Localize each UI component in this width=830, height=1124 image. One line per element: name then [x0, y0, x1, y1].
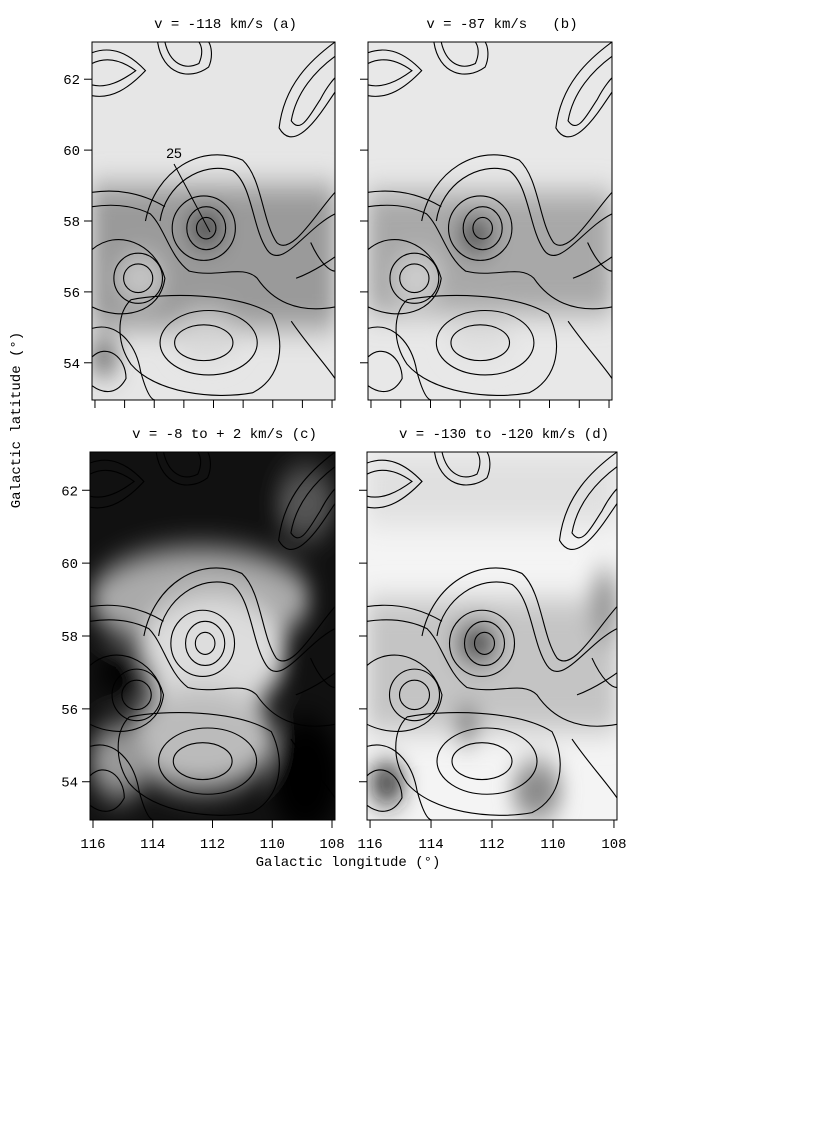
panel-image: [367, 41, 613, 401]
x-tick-label: 110: [540, 837, 565, 853]
y-axis-label: Galactic latitude (°): [9, 332, 25, 508]
y-tick-label: 56: [61, 703, 78, 719]
y-tick-label: 54: [63, 357, 80, 373]
x-tick-label: 114: [418, 837, 443, 853]
y-tick-label: 54: [61, 776, 78, 792]
panel-image: [91, 41, 336, 401]
panel-image: [366, 451, 618, 821]
x-tick-label: 108: [319, 837, 344, 853]
x-tick-label: 112: [479, 837, 504, 853]
y-tick-label: 56: [63, 286, 80, 302]
panel-image: [89, 451, 336, 821]
y-tick-label: 60: [63, 144, 80, 160]
y-tick-label: 58: [63, 215, 80, 231]
x-axis-label: Galactic longitude (°): [256, 855, 441, 871]
annotation: 25: [166, 145, 182, 161]
x-tick-label: 114: [140, 837, 165, 853]
x-tick-label: 116: [80, 837, 105, 853]
y-tick-label: 58: [61, 630, 78, 646]
panel-title: v = -130 to -120 km/s (d): [399, 427, 609, 443]
x-tick-label: 116: [357, 837, 382, 853]
y-tick-label: 60: [61, 557, 78, 573]
x-tick-label: 112: [200, 837, 225, 853]
y-tick-label: 62: [61, 484, 78, 500]
x-tick-label: 108: [601, 837, 626, 853]
annotation-leader: [173, 163, 211, 233]
y-tick-label: 62: [63, 73, 80, 89]
panel-title: v = -8 to + 2 km/s (c): [132, 427, 317, 443]
panel-title: v = -87 km/s (b): [426, 17, 577, 33]
panel-title: v = -118 km/s (a): [154, 17, 297, 33]
x-tick-label: 110: [260, 837, 285, 853]
